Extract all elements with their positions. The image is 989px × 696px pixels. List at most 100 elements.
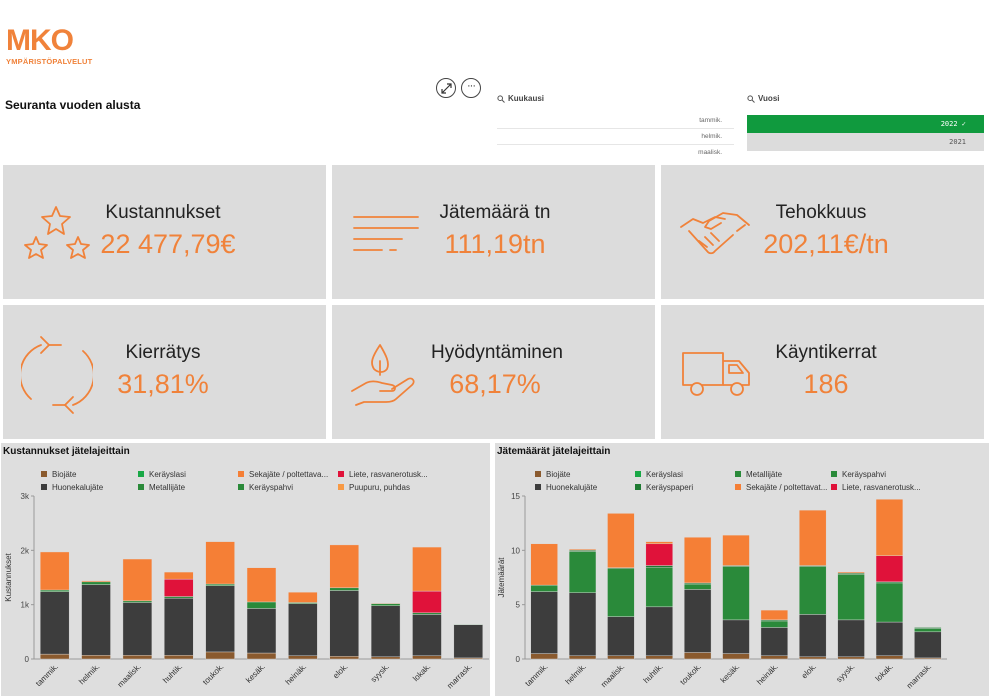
legend-label[interactable]: Keräyspahvi (249, 483, 293, 492)
cost-chart-panel[interactable]: Kustannukset jätelajeittain Biojäte Keräy… (1, 443, 490, 696)
bar-segment[interactable] (246, 567, 277, 603)
kpi-hyodyntaminen[interactable]: Hyödyntäminen 68,17% (332, 305, 655, 439)
bar-segment[interactable] (370, 603, 401, 606)
month-item[interactable]: helmik. (497, 129, 734, 145)
bar-segment[interactable] (722, 653, 750, 660)
legend-label[interactable]: Biojäte (546, 470, 571, 479)
legend-label[interactable]: Keräyspahvi (842, 470, 886, 479)
bar-segment[interactable] (205, 541, 235, 585)
bar-segment[interactable] (40, 591, 70, 655)
bar-segment[interactable] (837, 574, 865, 621)
legend-label[interactable]: Liete, rasvanerotusk... (349, 470, 428, 479)
bar-segment[interactable] (40, 653, 70, 660)
bar-segment[interactable] (530, 591, 558, 654)
legend-label[interactable]: Sekajäte / poltettava... (249, 470, 328, 479)
bar-segment[interactable] (799, 566, 827, 615)
legend-label[interactable]: Puupuru, puhdas (349, 483, 410, 492)
bar-segment[interactable] (568, 655, 597, 660)
bar-segment[interactable] (370, 605, 401, 658)
legend-label[interactable]: Huonekalujäte (546, 483, 598, 492)
bar-segment[interactable] (645, 565, 673, 568)
bar-segment[interactable] (645, 655, 673, 660)
kpi-kierratys[interactable]: Kierrätys 31,81% (3, 305, 326, 439)
bar-segment[interactable] (530, 653, 558, 660)
bar-segment[interactable] (81, 584, 111, 656)
bar-segment[interactable] (684, 589, 712, 653)
bar-segment[interactable] (914, 628, 942, 633)
bar-segment[interactable] (412, 655, 442, 660)
year-item-selected[interactable]: 2022 ✓ (747, 115, 984, 133)
bar-segment[interactable] (370, 602, 401, 604)
month-item[interactable]: maalisk. (497, 145, 734, 159)
bar-segment[interactable] (164, 596, 194, 599)
bar-segment[interactable] (837, 619, 865, 658)
bar-segment[interactable] (645, 543, 673, 566)
kpi-tehokkuus[interactable]: Tehokkuus 202,11€/tn (661, 165, 984, 299)
bar-segment[interactable] (875, 582, 904, 623)
bar-segment[interactable] (875, 621, 904, 656)
waste-chart[interactable]: Biojäte Keräyslasi Metallijäte Keräyspahvi H… (495, 443, 989, 696)
bar-segment[interactable] (760, 609, 788, 621)
bar-segment[interactable] (875, 499, 904, 556)
bar-segment[interactable] (799, 509, 827, 566)
bar-segment[interactable] (40, 551, 70, 591)
bar-segment[interactable] (329, 587, 359, 591)
bar-segment[interactable] (799, 656, 827, 660)
kpi-kustannukset[interactable]: Kustannukset 22 477,79€ (3, 165, 326, 299)
bar-segment[interactable] (412, 612, 442, 615)
bar-segment[interactable] (412, 614, 442, 656)
bar-segment[interactable] (81, 580, 111, 583)
legend-label[interactable]: Liete, rasvanerotusk... (842, 483, 921, 492)
bar-segment[interactable] (607, 513, 635, 568)
legend-label[interactable]: Metallijäte (746, 470, 783, 479)
bar-segment[interactable] (329, 544, 359, 589)
bar-segment[interactable] (799, 614, 827, 658)
month-item[interactable]: tammik. (497, 113, 734, 129)
bar-segment[interactable] (205, 651, 235, 660)
bar-segment[interactable] (645, 541, 673, 545)
bar-segment[interactable] (246, 601, 277, 609)
bar-segment[interactable] (122, 654, 153, 660)
bar-segment[interactable] (568, 551, 597, 593)
bar-segment[interactable] (288, 591, 318, 603)
cost-chart[interactable]: Biojäte Keräyslasi Sekajäte / poltettava..… (1, 443, 490, 696)
kpi-jatemaara[interactable]: Jätemäärä tn 111,19tn (332, 165, 655, 299)
bar-segment[interactable] (370, 656, 401, 660)
bar-segment[interactable] (453, 624, 483, 625)
bar-segment[interactable] (122, 600, 153, 603)
bar-segment[interactable] (40, 589, 70, 592)
more-button[interactable]: ··· (461, 78, 481, 98)
bar-segment[interactable] (205, 583, 235, 586)
bar-segment[interactable] (875, 555, 904, 583)
bar-segment[interactable] (684, 537, 712, 584)
bar-segment[interactable] (81, 581, 111, 585)
bar-segment[interactable] (288, 655, 318, 660)
waste-chart-panel[interactable]: Jätemäärät jätelajeittain Biojäte Keräysl… (495, 443, 989, 696)
bar-segment[interactable] (760, 627, 788, 656)
bar-segment[interactable] (722, 534, 750, 566)
bar-segment[interactable] (288, 603, 318, 656)
legend-label[interactable]: Huonekalujäte (52, 483, 104, 492)
legend-label[interactable]: Keräyslasi (646, 470, 683, 479)
bar-segment[interactable] (412, 546, 442, 592)
bar-segment[interactable] (246, 608, 277, 654)
bar-segment[interactable] (164, 571, 194, 580)
bar-segment[interactable] (684, 652, 712, 660)
bar-segment[interactable] (530, 543, 558, 586)
year-item[interactable]: 2021 (747, 133, 984, 151)
bar-segment[interactable] (837, 571, 865, 574)
bar-segment[interactable] (568, 592, 597, 656)
bar-segment[interactable] (246, 652, 277, 660)
legend-label[interactable]: Biojäte (52, 470, 77, 479)
legend-label[interactable]: Sekajäte / poltettavat... (746, 483, 827, 492)
year-filter[interactable]: Vuosi 2022 ✓ 2021 (747, 94, 984, 151)
bar-segment[interactable] (81, 654, 111, 660)
bar-segment[interactable] (837, 656, 865, 660)
bar-segment[interactable] (164, 597, 194, 656)
legend-label[interactable]: Keräyspaperi (646, 483, 693, 492)
bar-segment[interactable] (760, 655, 788, 660)
bar-segment[interactable] (645, 567, 673, 608)
bar-segment[interactable] (164, 578, 194, 597)
bar-segment[interactable] (914, 631, 942, 659)
bar-segment[interactable] (914, 627, 942, 629)
